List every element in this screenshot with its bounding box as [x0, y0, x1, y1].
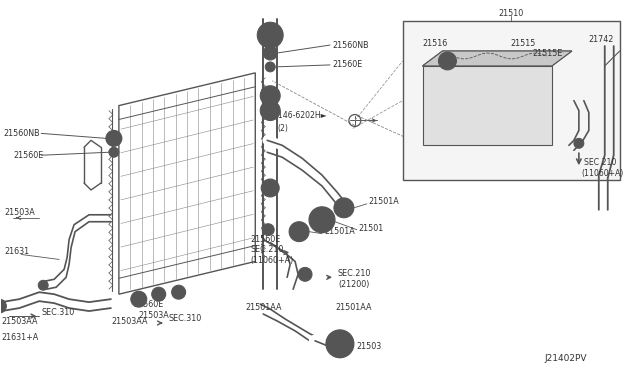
- Text: SEC.310: SEC.310: [41, 308, 74, 317]
- Circle shape: [309, 207, 335, 232]
- Circle shape: [265, 62, 275, 72]
- Text: 21560E: 21560E: [250, 235, 280, 244]
- Text: SEC 210: SEC 210: [584, 158, 616, 167]
- Circle shape: [334, 198, 354, 218]
- Polygon shape: [422, 51, 572, 145]
- Text: 21631: 21631: [4, 247, 29, 256]
- Text: SEC.310: SEC.310: [169, 314, 202, 324]
- Polygon shape: [422, 66, 552, 145]
- Text: 21501A: 21501A: [369, 198, 399, 206]
- Text: 21742: 21742: [588, 35, 614, 44]
- Circle shape: [261, 179, 279, 197]
- Text: 21501: 21501: [359, 224, 384, 233]
- Text: 21503AA: 21503AA: [1, 317, 38, 327]
- Circle shape: [131, 291, 147, 307]
- Circle shape: [262, 224, 274, 235]
- Circle shape: [106, 131, 122, 146]
- Circle shape: [257, 22, 283, 48]
- Text: 21515E: 21515E: [532, 48, 563, 58]
- Circle shape: [262, 27, 278, 43]
- Circle shape: [331, 335, 349, 353]
- Text: 21560NB: 21560NB: [332, 41, 369, 49]
- Text: Ð08146-6202H►: Ð08146-6202H►: [262, 111, 327, 120]
- Circle shape: [109, 147, 119, 157]
- Text: 21503AA: 21503AA: [111, 317, 147, 327]
- Circle shape: [152, 287, 166, 301]
- Text: J21402PV: J21402PV: [544, 354, 586, 363]
- Circle shape: [326, 330, 354, 358]
- Circle shape: [172, 285, 186, 299]
- Text: 21503A: 21503A: [139, 311, 170, 320]
- Text: 21501AA: 21501AA: [335, 302, 371, 312]
- Text: 21560E: 21560E: [13, 151, 44, 160]
- Text: 21501AA: 21501AA: [245, 302, 282, 312]
- Polygon shape: [422, 51, 572, 66]
- Text: 21560NB: 21560NB: [3, 129, 40, 138]
- Circle shape: [0, 299, 6, 313]
- Text: 21501A: 21501A: [324, 227, 355, 236]
- Circle shape: [298, 267, 312, 281]
- Bar: [403, 21, 620, 180]
- Circle shape: [574, 138, 584, 148]
- Text: (2): (2): [277, 124, 288, 133]
- Circle shape: [263, 46, 277, 60]
- Circle shape: [289, 222, 309, 241]
- Text: 21560E: 21560E: [332, 60, 362, 70]
- Circle shape: [314, 212, 330, 228]
- Text: 21560E: 21560E: [134, 299, 164, 309]
- Text: (11060+A): (11060+A): [250, 256, 294, 265]
- Circle shape: [260, 86, 280, 106]
- Text: 21631+A: 21631+A: [1, 333, 38, 342]
- Text: SEC.210: SEC.210: [250, 245, 284, 254]
- Text: 21515: 21515: [510, 39, 536, 48]
- Text: (21200): (21200): [338, 280, 369, 289]
- Text: 21503: 21503: [357, 342, 382, 351]
- Circle shape: [38, 280, 48, 290]
- Circle shape: [442, 56, 452, 66]
- Text: 21516: 21516: [422, 39, 448, 48]
- Circle shape: [260, 101, 280, 121]
- Text: (11060+A): (11060+A): [582, 169, 624, 177]
- Text: 21510: 21510: [499, 9, 524, 18]
- Text: 21503A: 21503A: [4, 208, 35, 217]
- Circle shape: [438, 52, 456, 70]
- Text: SEC.210: SEC.210: [338, 269, 371, 278]
